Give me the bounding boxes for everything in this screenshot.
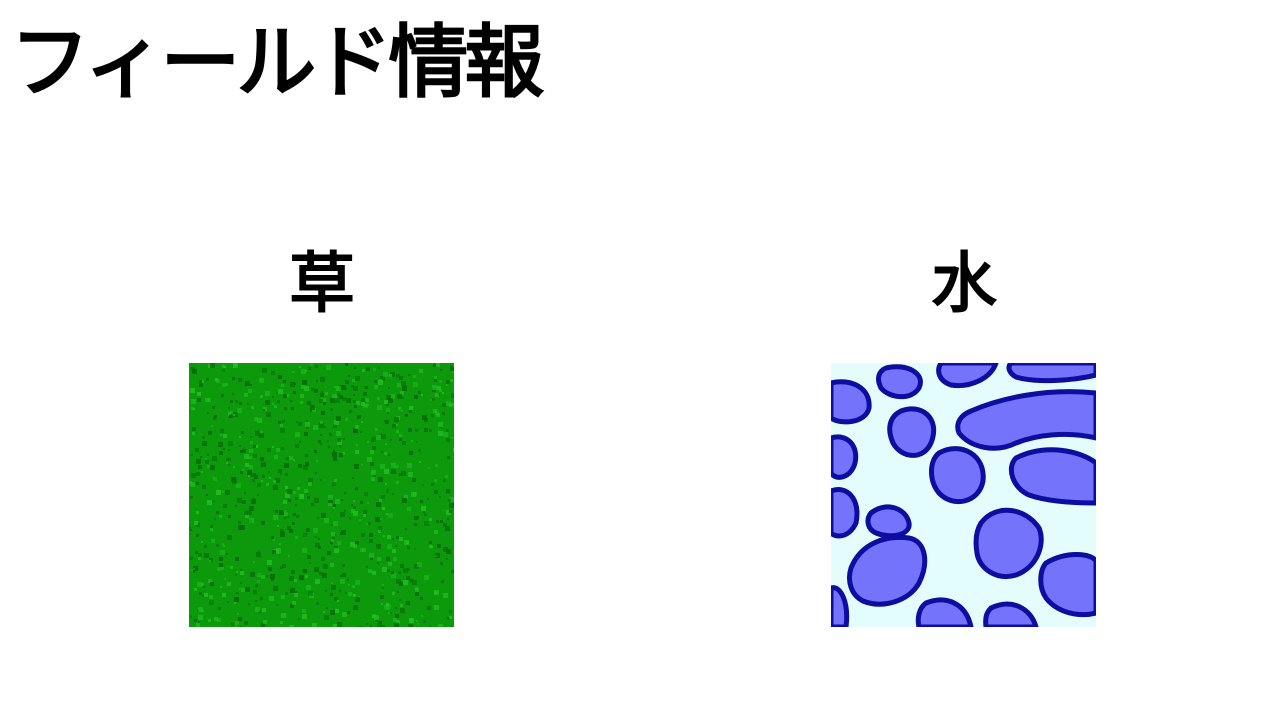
water-tile (831, 363, 1096, 627)
grass-tile (189, 363, 454, 627)
water-texture-image (831, 363, 1096, 627)
grass-label: 草 (289, 245, 355, 322)
grass-texture-image (189, 363, 454, 627)
water-label: 水 (931, 245, 997, 322)
page-title: フィールド情報 (10, 15, 544, 109)
